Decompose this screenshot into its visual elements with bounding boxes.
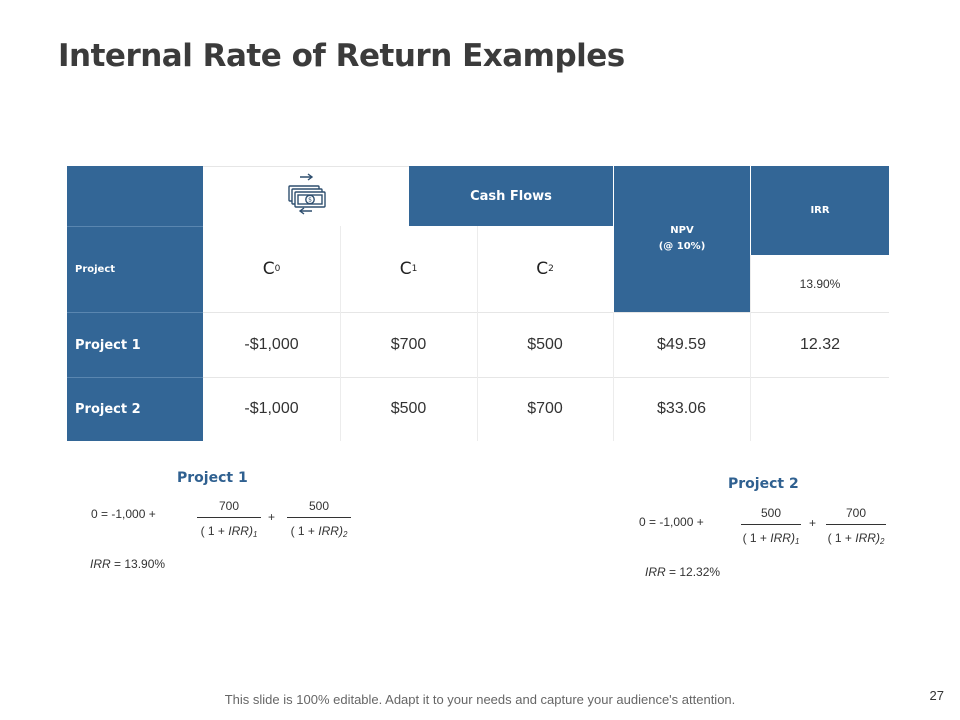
cash-icon-cell: $ [203,166,409,226]
row-project-2-irr [751,377,889,441]
row-project-2-c0: -$1,000 [244,400,299,417]
equation-result: IRR = 13.90% [90,557,166,571]
cash-flows-label: Cash Flows [470,188,552,204]
footer-note: This slide is 100% editable. Adapt it to… [224,692,736,707]
grid-line [751,255,889,256]
grid-line [203,377,889,378]
equation-plus: + [809,516,817,530]
row-project-1-c2: $500 [527,335,563,353]
project-header: Project [67,226,203,312]
page-number: 27 [929,688,944,703]
equation-title: Project 1 [177,470,248,486]
row-project-1-c1: $700 [390,335,427,353]
equation-plus: + [268,510,276,524]
table-corner [67,166,203,226]
fraction-1: 500 ( 1 + IRR)1 [741,506,801,546]
fraction-2: 700 ( 1 + IRR)2 [826,506,886,546]
money-exchange-icon: $ [282,173,330,220]
row-project-2-label: Project 2 [67,377,203,441]
grid-line [203,312,889,313]
grid-line [340,226,341,441]
fraction-1: 700 ( 1 + IRR)1 [192,499,266,539]
irr-header: IRR [751,166,889,255]
slide-title: Internal Rate of Return Examples [58,38,625,74]
npv-header: NPV (@ 10%) [613,166,750,312]
npv-rate: (@ 10%) [658,241,706,252]
equation-lhs: 0 = -1,000 + [91,507,156,521]
grid-line [477,226,478,441]
npv-label: NPV [670,225,694,236]
fraction-2: 500 ( 1 + IRR)2 [282,499,356,539]
svg-text:$: $ [308,197,312,204]
row-project-2-c1: $500 [390,400,427,417]
grid-line [750,255,751,312]
row-project-2-c2: $700 [527,400,563,417]
row-project-1-label: Project 1 [67,312,203,377]
irr-header-value: 13.90% [799,276,841,291]
equation-lhs: 0 = -1,000 + [639,515,704,529]
row-project-2-npv: $33.06 [657,400,706,417]
grid-line [750,312,751,441]
grid-line [613,312,614,441]
row-project-1-c0: -$1,000 [244,335,299,353]
row-project-1-npv: $49.59 [657,335,706,353]
project-label: Project [75,264,116,275]
row-project-1-irr: 12.32 [799,335,841,353]
equation-result: IRR = 12.32% [645,565,721,579]
equation-title: Project 2 [728,476,799,492]
irr-label: IRR [810,205,830,216]
cash-flows-header: Cash Flows [409,166,613,226]
